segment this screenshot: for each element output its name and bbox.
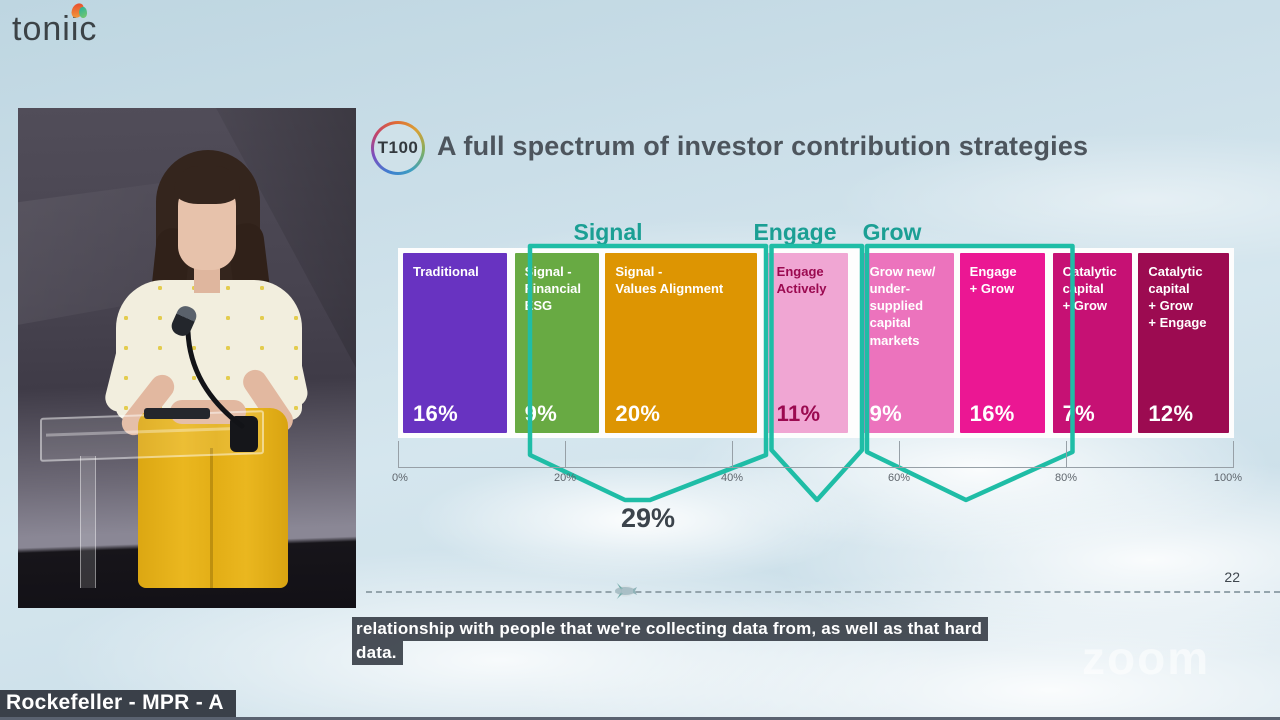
caption-line-1: relationship with people that we're coll…	[352, 617, 989, 641]
mic-gooseneck	[185, 329, 245, 429]
x-tick-100: 100%	[1213, 472, 1243, 484]
x-tick-20: 20%	[553, 472, 577, 484]
bar-grow-new-markets: Grow new/ under- supplied capital market…	[859, 253, 954, 433]
x-tick-0: 0%	[392, 472, 408, 484]
group-header-grow: Grow	[862, 219, 922, 245]
closed-captions: relationship with people that we're coll…	[352, 617, 989, 665]
t100-logo-text: T100	[374, 124, 422, 172]
signal-total-callout: 29%	[620, 503, 676, 533]
bar-engage-plus-grow: Engage + Grow 16%	[959, 253, 1045, 433]
bar-signal-values-alignment: Signal - Values Alignment 20%	[605, 253, 757, 433]
chart-panel: Traditional 16% Signal - Financial ESG 9…	[398, 248, 1234, 438]
speaker-pants	[138, 408, 288, 588]
podium-laptop	[144, 408, 210, 419]
x-tick-80: 80%	[1054, 472, 1078, 484]
toniic-leaf-icon	[69, 1, 89, 20]
group-header-signal: Signal	[573, 219, 643, 245]
bottom-border-line	[0, 717, 1280, 720]
page-number: 22	[1224, 569, 1240, 585]
toniic-logo: toniic	[12, 1, 132, 60]
t100-logo: T100	[371, 121, 425, 175]
group-header-engage: Engage	[753, 219, 837, 245]
bar-catalytic-capital-grow-engage: Catalytic capital + Grow + Engage 12%	[1138, 253, 1229, 433]
paper-plane-icon	[608, 578, 642, 604]
bar-engage-actively: Engage Actively 11%	[766, 253, 848, 433]
bar-traditional: Traditional 16%	[403, 253, 507, 433]
slide-title: A full spectrum of investor contribution…	[437, 131, 1089, 161]
zoom-watermark: zoom	[1082, 632, 1211, 684]
speaker-video	[18, 108, 356, 608]
stream-title-badge: Rockefeller - MPR - A	[0, 690, 236, 718]
x-tick-60: 60%	[887, 472, 911, 484]
x-axis-line	[398, 467, 1234, 468]
x-tick-40: 40%	[720, 472, 744, 484]
slide-progress-line	[366, 591, 1280, 593]
caption-line-2: data.	[352, 641, 403, 665]
bar-catalytic-capital-grow: Catalytic capital + Grow 7%	[1052, 253, 1133, 433]
bar-signal-financial-esg: Signal - Financial ESG 9%	[514, 253, 600, 433]
